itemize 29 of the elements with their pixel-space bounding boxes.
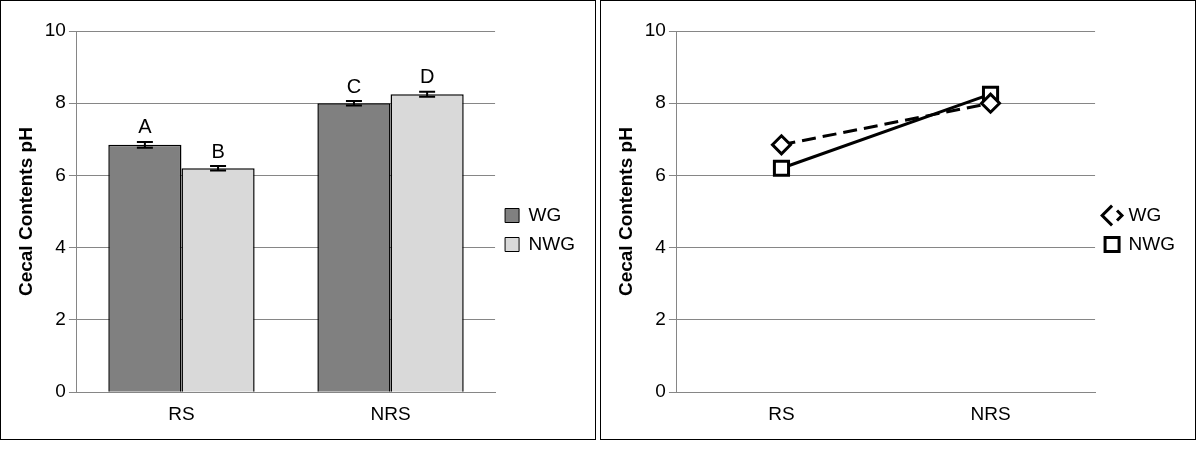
point	[772, 159, 791, 177]
y-tick-label: 2	[655, 308, 666, 330]
legend-label: WG	[1128, 203, 1162, 225]
data-label: A	[138, 115, 153, 138]
y-tick-label: 6	[655, 163, 666, 185]
y-tick-label: 6	[55, 163, 66, 185]
point	[770, 134, 792, 156]
y-tick-label: 10	[44, 19, 66, 41]
legend-label: NWG	[1128, 232, 1175, 254]
x-tick-label: NRS	[370, 402, 411, 424]
data-label: B	[211, 139, 225, 162]
y-tick-label: 8	[655, 91, 666, 113]
y-tick-label: 4	[655, 235, 667, 257]
legend-label: WG	[528, 203, 562, 225]
y-tick-label: 8	[55, 91, 66, 113]
data-label: D	[419, 65, 435, 88]
x-tick-label: RS	[768, 402, 795, 424]
y-axis-title: Cecal Contents pH	[14, 127, 36, 297]
y-axis-title: Cecal Contents pH	[614, 127, 636, 297]
y-tick-label: 0	[655, 380, 666, 402]
y-tick-label: 0	[55, 380, 66, 402]
data-label: C	[346, 74, 362, 97]
y-tick-label: 4	[55, 235, 67, 257]
x-tick-label: RS	[168, 402, 195, 424]
y-tick-label: 2	[55, 308, 66, 330]
x-tick-label: NRS	[970, 402, 1011, 424]
point	[980, 92, 1002, 114]
legend-label: NWG	[528, 232, 575, 254]
y-tick-label: 10	[644, 19, 666, 41]
